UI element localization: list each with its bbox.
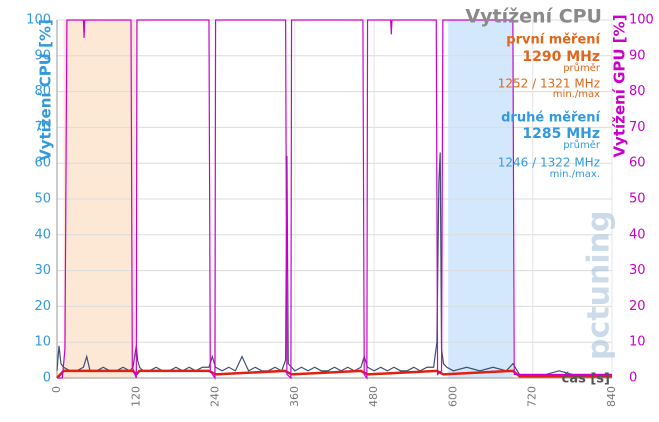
y-tick-label: 40 [34,227,51,242]
x-tick-label: 720 [526,386,539,407]
chart-title: Vytížení CPU [465,6,602,28]
y2-axis-title: Vytížení GPU [%] [611,14,629,157]
x-tick-label: 360 [288,386,301,407]
y-tick-label: 80 [34,84,51,99]
x-axis-title: čas [s] [562,372,610,387]
x-tick-label: 600 [446,386,459,407]
series-line [56,152,612,376]
y2-tick-label: 80 [629,84,646,99]
annotation: 1285 MHz [522,126,600,142]
y2-tick-label: 90 [629,48,646,63]
annotation: průměr [563,139,601,151]
annotation: průměr [563,62,601,74]
y-tick-label: 20 [34,299,51,314]
y-axis-title: Vytížení CPU [%] [37,19,55,161]
annotation: 1246 / 1322 MHz [498,156,600,170]
y-tick-label: 100 [26,13,51,28]
annotation: druhé měření [501,111,601,126]
x-tick-label: 480 [367,386,380,407]
x-tick-label: 120 [129,386,142,407]
x-tick-label: 240 [209,386,222,407]
annotation: 1290 MHz [522,49,600,65]
y-tick-label: 30 [34,263,51,278]
annotation: první měření [506,33,601,48]
annotation: 1252 / 1321 MHz [498,77,600,91]
y2-tick-label: 50 [629,192,646,207]
x-tick-label: 0 [50,386,63,393]
y-tick-label: 10 [34,335,51,350]
y-tick-label: 90 [34,48,51,63]
y2-tick-label: 100 [629,13,654,28]
watermark: pctuning [582,211,617,360]
y2-tick-label: 10 [629,335,646,350]
x-tick-label: 840 [605,386,618,407]
y-tick-label: 0 [43,371,51,386]
y2-tick-label: 40 [629,227,646,242]
y2-tick-label: 0 [629,371,637,386]
annotation: min./max [553,89,600,100]
y2-tick-label: 60 [629,156,646,171]
y-tick-label: 60 [34,156,51,171]
y2-tick-label: 20 [629,299,646,314]
annotation: min./max. [550,169,600,180]
y2-tick-label: 30 [629,263,646,278]
series-line [57,19,612,381]
y2-tick-label: 70 [629,120,646,135]
y-tick-label: 70 [34,120,51,135]
y-tick-label: 50 [34,192,51,207]
